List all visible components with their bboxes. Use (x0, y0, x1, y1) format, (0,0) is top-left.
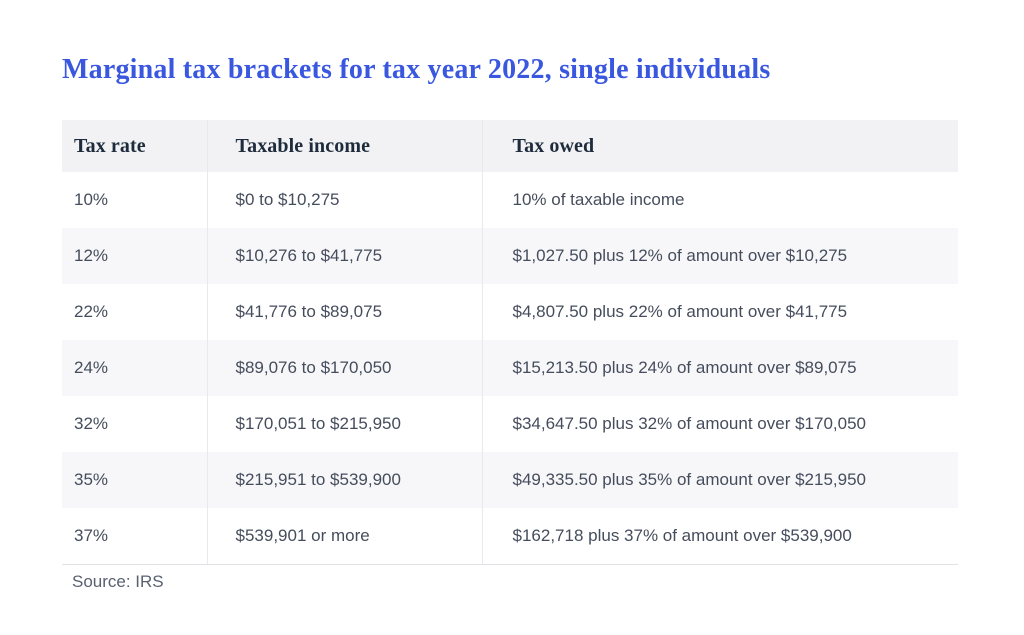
page-title: Marginal tax brackets for tax year 2022,… (62, 54, 771, 85)
tax-owed-cell: $15,213.50 plus 24% of amount over $89,0… (481, 340, 958, 396)
table-row: 32% $170,051 to $215,950 $34,647.50 plus… (62, 396, 958, 452)
taxable-income-cell: $89,076 to $170,050 (206, 340, 482, 396)
tax-rate-cell: 22% (62, 284, 207, 340)
tax-owed-cell: $4,807.50 plus 22% of amount over $41,77… (481, 284, 958, 340)
tax-rate-cell: 32% (62, 396, 207, 452)
tax-rate-cell: 10% (62, 172, 207, 228)
tax-owed-cell: $1,027.50 plus 12% of amount over $10,27… (481, 228, 958, 284)
table-row: 35% $215,951 to $539,900 $49,335.50 plus… (62, 452, 958, 508)
tax-owed-cell: $49,335.50 plus 35% of amount over $215,… (481, 452, 958, 508)
tax-owed-cell: $162,718 plus 37% of amount over $539,90… (481, 508, 958, 565)
taxable-income-cell: $10,276 to $41,775 (206, 228, 482, 284)
header-tax-rate: Tax rate (62, 120, 207, 172)
taxable-income-cell: $539,901 or more (206, 508, 482, 565)
table-row: 37% $539,901 or more $162,718 plus 37% o… (62, 508, 958, 565)
taxable-income-cell: $215,951 to $539,900 (206, 452, 482, 508)
table-row: 10% $0 to $10,275 10% of taxable income (62, 172, 958, 228)
taxable-income-cell: $0 to $10,275 (206, 172, 482, 228)
table-row: 24% $89,076 to $170,050 $15,213.50 plus … (62, 340, 958, 396)
header-row: Tax rate Taxable income Tax owed (62, 120, 958, 172)
table-row: 12% $10,276 to $41,775 $1,027.50 plus 12… (62, 228, 958, 284)
table-row: 22% $41,776 to $89,075 $4,807.50 plus 22… (62, 284, 958, 340)
source-note: Source: IRS (72, 572, 164, 591)
header-taxable-income: Taxable income (206, 120, 482, 172)
header-tax-owed: Tax owed (481, 120, 958, 172)
taxable-income-cell: $41,776 to $89,075 (206, 284, 482, 340)
taxable-income-cell: $170,051 to $215,950 (206, 396, 482, 452)
tax-owed-cell: 10% of taxable income (481, 172, 958, 228)
tax-rate-cell: 37% (62, 508, 207, 565)
tax-rate-cell: 24% (62, 340, 207, 396)
tax-owed-cell: $34,647.50 plus 32% of amount over $170,… (481, 396, 958, 452)
tax-brackets-table: Tax rate Taxable income Tax owed 10% $0 … (62, 120, 958, 565)
tax-rate-cell: 12% (62, 228, 207, 284)
tax-rate-cell: 35% (62, 452, 207, 508)
